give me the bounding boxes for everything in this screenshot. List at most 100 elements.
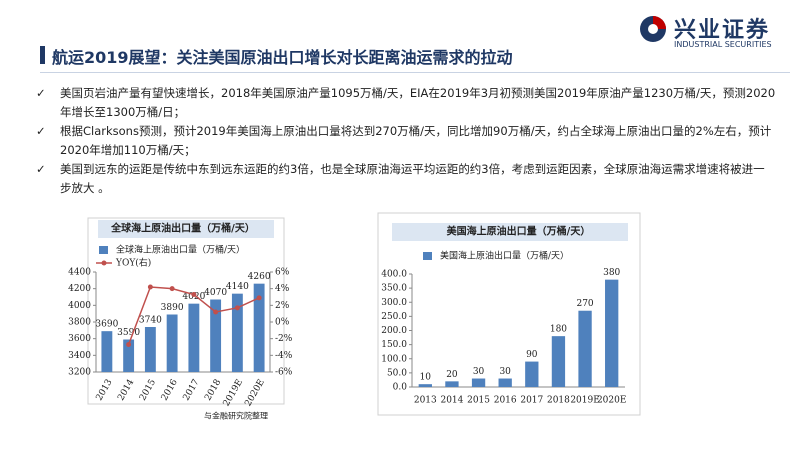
data-label: 30 xyxy=(499,367,511,377)
data-label: 4260 xyxy=(248,272,271,282)
y-tick-label: 250.0 xyxy=(381,312,407,322)
x-tick-label: 2017 xyxy=(520,396,543,406)
x-tick-label: 2018 xyxy=(203,378,223,403)
y-tick-label: 4000 xyxy=(68,301,91,311)
y2-tick-label: 4% xyxy=(275,284,290,294)
title-rule xyxy=(40,72,790,73)
legend-label: YOY(右) xyxy=(115,257,151,269)
logo-english: INDUSTRIAL SECURITIES xyxy=(674,40,772,49)
title-banner xyxy=(98,220,274,238)
bar xyxy=(123,339,135,372)
bar xyxy=(188,303,200,372)
y-tick-label: 3200 xyxy=(68,368,91,378)
x-tick-label: 2017 xyxy=(182,378,202,403)
data-label: 4020 xyxy=(182,292,205,302)
line-point xyxy=(191,292,197,297)
y-tick-label: 3400 xyxy=(68,351,91,361)
y2-tick-label: -2% xyxy=(275,334,293,344)
bullet-text: 美国页岩油产量有望快速增长，2018年美国原油产量1095万桶/天，EIA在20… xyxy=(60,86,776,119)
y-tick-label: 0.0 xyxy=(393,383,408,393)
line-point xyxy=(147,284,153,290)
legend-swatch xyxy=(99,246,108,254)
data-label: 10 xyxy=(420,373,432,383)
data-label: 3740 xyxy=(139,316,162,326)
legend-marker xyxy=(101,260,107,266)
data-label: 3690 xyxy=(95,320,118,330)
x-tick-label: 2013 xyxy=(414,396,437,406)
bullet: ✓ 美国到远东的运距是传统中东到远东运距的约3倍，也是全球原油海运平均运距的约3… xyxy=(36,160,776,198)
x-tick-label: 2016 xyxy=(494,396,517,406)
bullet: ✓ 根据Clarksons预测，预计2019年美国海上原油出口量将达到270万桶/… xyxy=(36,122,776,160)
chart-frame xyxy=(377,212,641,416)
bar xyxy=(253,283,265,372)
data-label: 90 xyxy=(526,350,538,360)
bar xyxy=(418,384,432,387)
data-label: 3890 xyxy=(161,303,184,313)
x-tick-label: 2018 xyxy=(547,396,570,406)
bullet: ✓ 美国页岩油产量有望快速增长，2018年美国原油产量1095万桶/天，EIA在2… xyxy=(36,84,776,122)
x-tick-label: 2015 xyxy=(467,396,490,406)
data-label: 30 xyxy=(473,367,485,377)
logo-name: 兴业证券 xyxy=(674,18,771,43)
bar xyxy=(101,331,113,372)
data-label: 270 xyxy=(576,299,593,309)
y2-tick-label: -6% xyxy=(275,368,293,378)
bar xyxy=(605,279,619,387)
data-label: 3590 xyxy=(117,328,140,338)
y2-tick-label: 2% xyxy=(275,301,290,311)
chart-frame xyxy=(87,217,285,405)
y-tick-label: 300.0 xyxy=(381,298,407,308)
source-note: 与金融研究院整理 xyxy=(204,411,268,421)
data-label: 4140 xyxy=(226,282,249,292)
y-tick-label: 4400 xyxy=(68,268,91,278)
x-tick-label: 2019E xyxy=(570,396,599,406)
data-label: 380 xyxy=(603,268,620,278)
line-point xyxy=(234,305,240,311)
bar xyxy=(498,378,512,387)
bar xyxy=(210,299,222,372)
chart-title: 全球海上原油出口量（万桶/天） xyxy=(110,222,255,235)
chart-title: 美国海上原油出口量（万桶/天） xyxy=(447,225,591,238)
y-tick-label: 3800 xyxy=(68,318,91,328)
x-tick-label: 2015 xyxy=(138,378,158,403)
bar xyxy=(166,314,178,372)
legend-swatch xyxy=(423,252,432,260)
legend-label: 美国海上原油出口量（万桶/天） xyxy=(440,250,569,262)
y-tick-label: 400.0 xyxy=(381,270,407,280)
bullet-text: 美国到远东的运距是传统中东到远东运距的约3倍，也是全球原油海运平均运距的约3倍，… xyxy=(60,162,765,195)
y-tick-label: 4200 xyxy=(68,284,91,294)
title-banner xyxy=(392,223,628,241)
slide-title: 航运2019展望：关注美国原油出口增长对长距离油运需求的拉动 xyxy=(52,48,513,67)
line-point xyxy=(126,342,132,347)
line-point xyxy=(213,309,219,315)
y-tick-label: 100.0 xyxy=(381,354,407,364)
data-label: 180 xyxy=(550,325,567,335)
bullet-list: ✓ 美国页岩油产量有望快速增长，2018年美国原油产量1095万桶/天，EIA在2… xyxy=(36,84,776,198)
legend-label: 全球海上原油出口量（万桶/天） xyxy=(116,244,245,256)
bar xyxy=(144,327,156,372)
bullet-text: 根据Clarksons预测，预计2019年美国海上原油出口量将达到270万桶/天… xyxy=(60,124,772,157)
y2-tick-label: 6% xyxy=(275,268,290,278)
x-tick-label: 2014 xyxy=(116,378,136,403)
title-marker xyxy=(40,46,45,64)
line-point xyxy=(256,295,262,301)
y-tick-label: 150.0 xyxy=(381,340,407,350)
x-tick-label: 2016 xyxy=(160,378,180,403)
y-tick-label: 350.0 xyxy=(381,284,407,294)
data-label: 4070 xyxy=(204,288,227,298)
bar xyxy=(445,381,459,387)
bar xyxy=(471,378,486,387)
line-point xyxy=(169,286,175,292)
bar xyxy=(525,361,539,387)
x-tick-label: 2013 xyxy=(95,378,115,403)
bar xyxy=(231,293,243,372)
y-tick-label: 50.0 xyxy=(387,368,407,378)
y-tick-label: 200.0 xyxy=(381,326,407,336)
logo-icon xyxy=(640,16,666,42)
bar xyxy=(551,336,566,387)
bar xyxy=(578,310,592,387)
y2-tick-label: -4% xyxy=(275,351,293,361)
x-tick-label: 2014 xyxy=(440,396,463,406)
